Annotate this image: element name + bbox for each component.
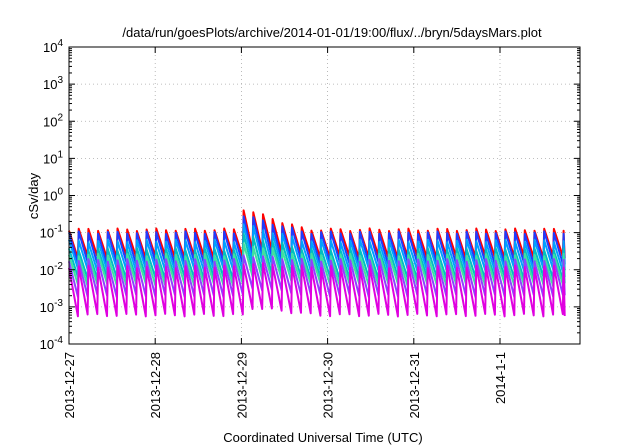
x-tick-label: 2013-12-27 [62, 352, 77, 419]
x-tick-label: 2013-12-31 [407, 352, 422, 419]
x-axis-label: Coordinated Universal Time (UTC) [223, 430, 422, 445]
series-line-7 [68, 262, 566, 318]
y-tick-label: 10-2 [40, 261, 64, 278]
x-tick-label: 2014-1-1 [493, 352, 508, 404]
axes: 10-4 10-3 10-2 10-1 100 101 102 103 104 2013-12-2… [40, 38, 580, 419]
y-axis-label: cSv/day [26, 172, 41, 219]
y-tick-label: 104 [43, 38, 63, 55]
y-tick-label: 100 [43, 187, 63, 204]
y-tick-label: 10-3 [40, 298, 64, 315]
y-tick-label: 10-1 [40, 224, 64, 241]
x-tick-label: 2013-12-28 [148, 352, 163, 419]
x-tick-label: 2013-12-29 [234, 352, 249, 419]
y-tick-label: 101 [43, 149, 63, 166]
y-tick-label: 102 [43, 112, 63, 129]
y-tick-label: 103 [43, 75, 63, 92]
chart-title: /data/run/goesPlots/archive/2014-01-01/1… [122, 25, 542, 40]
x-tick-label: 2013-12-30 [321, 352, 336, 419]
grid [69, 47, 580, 344]
series-layer [68, 209, 566, 318]
y-tick-label: 10-4 [40, 335, 64, 352]
